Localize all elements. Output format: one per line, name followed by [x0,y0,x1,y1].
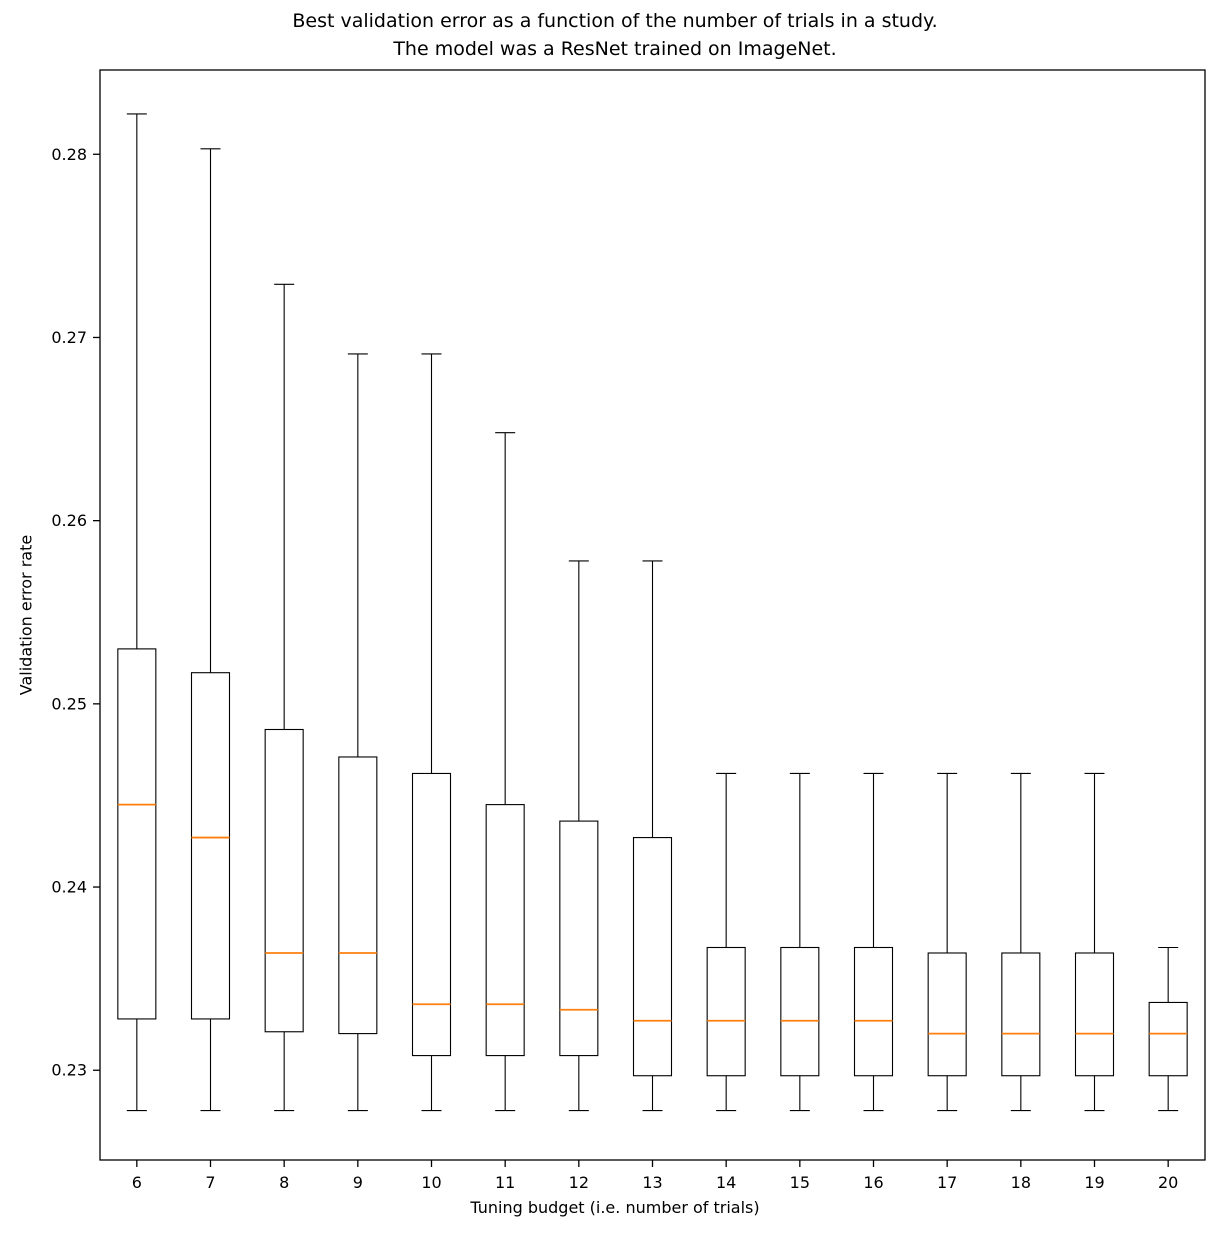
box-7-iqr [190,672,231,1020]
y-tick-label: 0.24 [51,878,87,897]
y-tick-label: 0.27 [51,328,87,347]
x-tick-label: 15 [790,1173,810,1192]
chart-title: Best validation error as a function of t… [292,10,938,60]
box-20-iqr [1148,1001,1188,1077]
box-14-iqr [706,946,746,1077]
box-9-iqr [338,756,378,1035]
x-tick-label: 16 [863,1173,883,1192]
y-tick-label: 0.23 [51,1061,87,1080]
x-tick-label: 19 [1084,1173,1104,1192]
x-tick-label: 14 [716,1173,736,1192]
x-tick-label: 7 [205,1173,215,1192]
x-tick-label: 13 [642,1173,662,1192]
box-15-iqr [780,946,820,1077]
y-tick-label: 0.26 [51,511,87,530]
box-16-iqr [853,946,894,1077]
x-tick-label: 18 [1011,1173,1031,1192]
box-6-iqr [117,648,157,1020]
x-tick-label: 20 [1158,1173,1178,1192]
box-12-iqr [559,820,599,1057]
box-10-iqr [411,772,452,1057]
x-tick-label: 9 [353,1173,363,1192]
box-11-iqr [485,804,525,1057]
x-tick-label: 8 [279,1173,289,1192]
box-19-iqr [1074,952,1115,1077]
y-tick-label: 0.28 [51,145,87,164]
box-18-iqr [1001,952,1041,1077]
box-13-iqr [632,837,673,1077]
y-tick-label: 0.25 [51,694,87,713]
x-tick-label: 10 [421,1173,441,1192]
x-tick-label: 6 [132,1173,142,1192]
box-8-iqr [264,728,304,1033]
x-tick-label: 11 [495,1173,515,1192]
x-tick-label: 17 [937,1173,957,1192]
x-axis-label: Tuning budget (i.e. number of trials) [470,1198,760,1217]
box-17-iqr [927,952,967,1077]
x-tick-label: 12 [569,1173,589,1192]
